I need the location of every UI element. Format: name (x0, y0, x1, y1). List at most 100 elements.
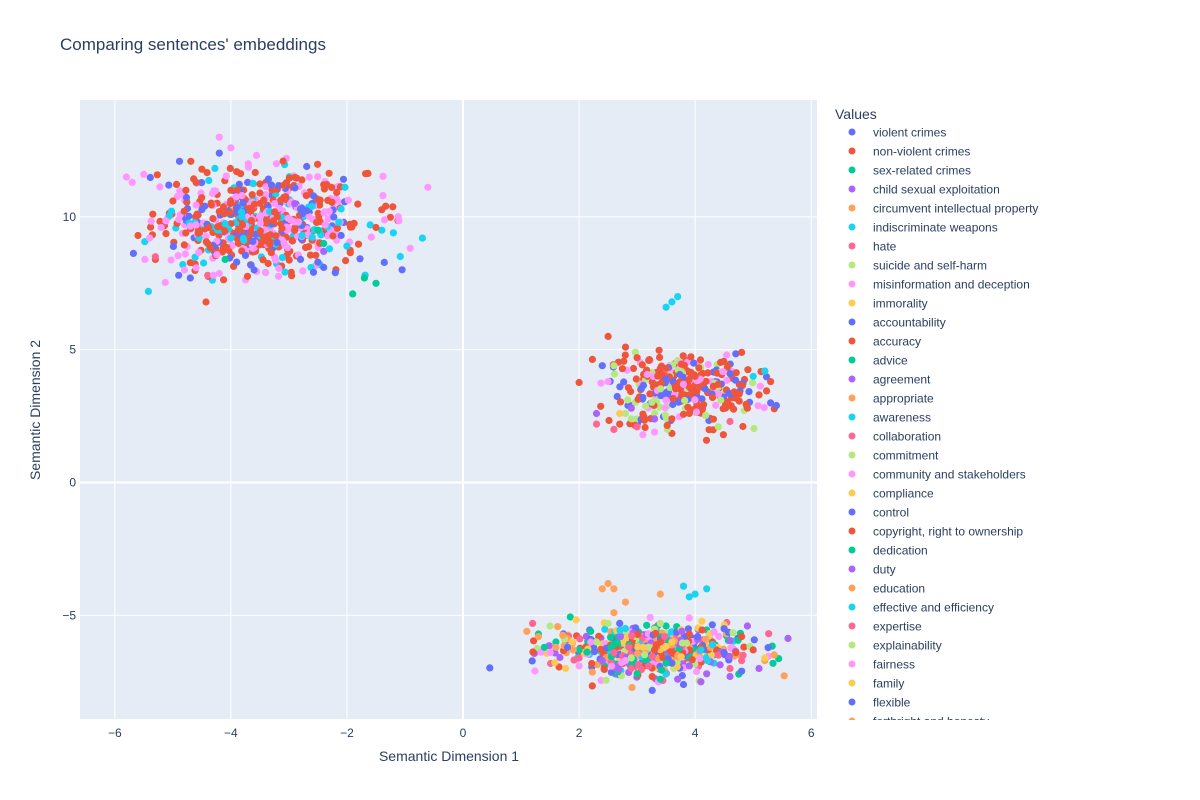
legend-item[interactable]: flexible (848, 696, 911, 710)
legend-item[interactable]: collaboration (848, 430, 942, 444)
cluster-point (621, 624, 630, 633)
legend-item[interactable]: expertise (848, 620, 923, 634)
y-tick-label: 10 (63, 210, 77, 224)
legend-item[interactable]: copyright, right to ownership (848, 525, 1024, 539)
legend-item[interactable]: sex-related crimes (848, 164, 972, 178)
cluster-point (329, 232, 337, 240)
cluster-point (688, 384, 697, 392)
legend-item[interactable]: agreement (848, 373, 932, 387)
cluster-point (221, 227, 229, 235)
series-point-5 (337, 205, 345, 213)
series-point-8 (215, 133, 223, 141)
legend-item[interactable]: non-violent crimes (848, 145, 971, 159)
cluster-point (645, 643, 653, 651)
cluster-point (634, 661, 642, 669)
legend-item[interactable]: indiscriminate weapons (848, 221, 998, 235)
legend-marker (848, 242, 856, 250)
series-point-3 (320, 247, 328, 255)
legend-item[interactable]: awareness (848, 411, 932, 425)
cluster-point (723, 376, 731, 384)
series-point-8 (175, 215, 183, 224)
cluster-point (281, 268, 289, 276)
cluster-point (141, 255, 149, 263)
cluster-point (616, 398, 625, 406)
cluster-point (648, 673, 656, 681)
legend-item[interactable]: accuracy (848, 335, 922, 349)
series-point-17 (627, 654, 635, 662)
legend-item[interactable]: family (848, 677, 905, 691)
legend-item[interactable]: advice (848, 354, 909, 368)
cluster-point (618, 365, 627, 373)
cluster-point (702, 436, 711, 444)
legend-item[interactable]: compliance (848, 487, 935, 501)
cluster-point (704, 360, 712, 369)
legend-item[interactable]: fairness (848, 658, 916, 672)
series-point-1 (621, 343, 630, 351)
series-point-8 (662, 396, 670, 404)
legend-label: indiscriminate weapons (873, 221, 998, 235)
cluster-point (760, 404, 768, 412)
cluster-point (272, 160, 280, 168)
series-point-0 (186, 274, 194, 282)
series-point-22 (662, 659, 670, 667)
legend-item[interactable]: community and stakeholders (848, 468, 1026, 482)
legend-item[interactable]: violent crimes (848, 126, 947, 140)
legend-item[interactable]: duty (848, 563, 896, 577)
cluster-point (146, 173, 154, 182)
legend-item[interactable]: immorality (848, 297, 928, 311)
legend-item[interactable]: education (848, 582, 926, 596)
cluster-point (308, 233, 316, 241)
legend-item[interactable]: dedication (848, 544, 928, 558)
cluster-point (648, 686, 656, 695)
cluster-point (628, 683, 636, 692)
x-tick-label: −6 (108, 726, 122, 740)
legend-item[interactable]: suicide and self-harm (848, 259, 988, 273)
legend-item[interactable]: misinformation and deception (848, 278, 1030, 292)
legend-item[interactable]: circumvent intellectual property (848, 202, 1039, 216)
legend-label: violent crimes (873, 126, 946, 140)
cluster-point (333, 188, 341, 197)
series-point-5 (679, 582, 688, 590)
cluster-point (568, 638, 576, 646)
cluster-point (325, 207, 333, 215)
cluster-point (313, 218, 321, 226)
series-point-25 (685, 593, 693, 601)
cluster-point (606, 633, 615, 641)
cluster-point (702, 411, 710, 419)
cluster-point (764, 644, 772, 652)
legend-item[interactable]: forthright and honesty (848, 715, 990, 729)
legend-marker (848, 451, 856, 459)
series-point-10 (772, 401, 781, 410)
legend-item[interactable]: effective and efficiency (848, 601, 994, 615)
legend-item[interactable]: commitment (848, 449, 940, 463)
legend-label: advice (873, 354, 908, 368)
legend-item[interactable]: hate (848, 240, 897, 254)
cluster-point (226, 200, 234, 208)
cluster-point (669, 394, 677, 403)
legend-label: sex-related crimes (873, 164, 971, 178)
legend-item[interactable]: explainability (848, 639, 942, 653)
legend-item[interactable]: accountability (848, 316, 946, 330)
series-point-3 (650, 415, 659, 423)
cluster-point (739, 422, 747, 431)
series-point-6 (575, 654, 583, 662)
cluster-point (288, 237, 297, 245)
series-point-1 (227, 186, 235, 194)
cluster-point (249, 237, 257, 245)
legend-marker (848, 546, 856, 554)
x-tick-label: 4 (692, 726, 699, 740)
series-point-1 (204, 239, 212, 248)
cluster-point (303, 207, 311, 215)
legend-item[interactable]: child sexual exploitation (848, 183, 1000, 197)
cluster-point (356, 255, 364, 263)
series-point-1 (604, 332, 612, 340)
series-point-0 (233, 258, 241, 266)
legend-item[interactable]: control (848, 506, 910, 520)
plot-area (80, 100, 817, 719)
cluster-point (713, 369, 721, 377)
cluster-point (750, 424, 758, 433)
legend-item[interactable]: appropriate (848, 392, 935, 406)
legend[interactable]: violent crimes non-violent crimes sex-rela… (848, 126, 1039, 729)
series-point-26 (726, 664, 734, 673)
y-tick-label: 5 (69, 343, 76, 357)
